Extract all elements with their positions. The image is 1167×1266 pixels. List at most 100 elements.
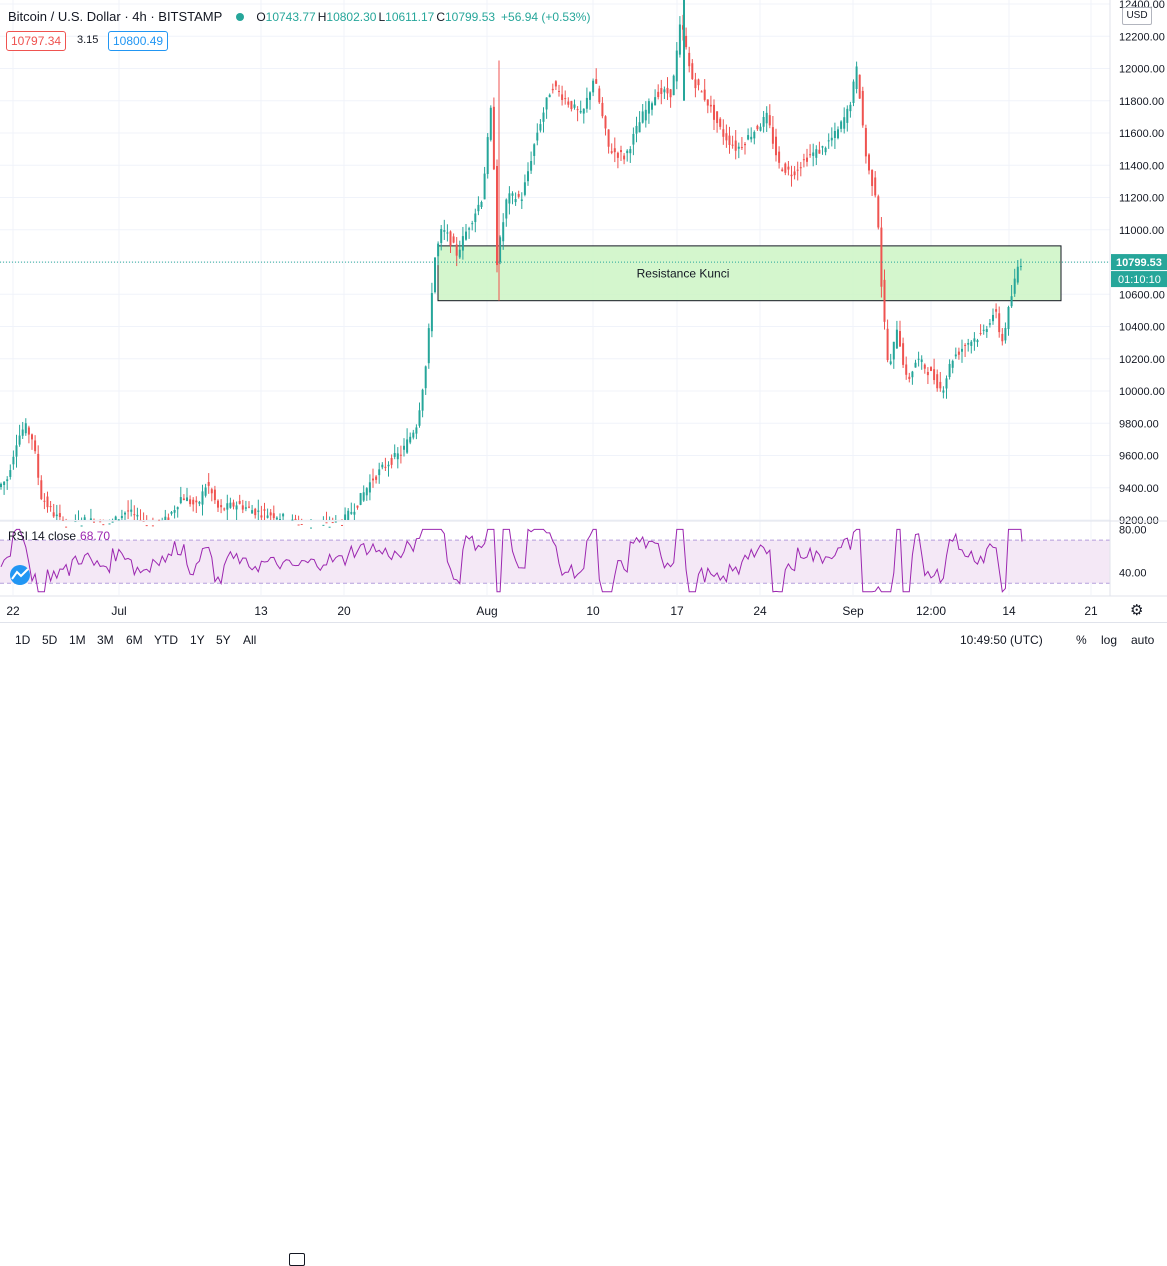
candle-body [644, 109, 647, 121]
rsi-legend[interactable]: RSI 14 close 68.70 [8, 529, 110, 543]
candle-body [201, 491, 204, 505]
candle-body [359, 493, 362, 505]
candle-body [942, 390, 945, 393]
range-all-button[interactable]: All [243, 633, 257, 647]
range-ytd-button[interactable]: YTD [154, 633, 178, 647]
candle-body [567, 101, 570, 105]
candle-body [973, 338, 976, 342]
range-6m-button[interactable]: 6M [126, 633, 143, 647]
candle-body [930, 367, 932, 371]
percent-scale-button[interactable]: % [1076, 633, 1087, 647]
time-tick-label: Sep [842, 604, 864, 618]
candle-body [908, 376, 911, 380]
candle-body [49, 506, 52, 508]
candle-body [905, 364, 908, 375]
settings-gear-icon[interactable]: ⚙ [1130, 602, 1144, 619]
candle-body [65, 526, 68, 528]
candle-body [970, 341, 973, 346]
candle-body [6, 479, 9, 482]
candle-body [344, 514, 347, 520]
range-5y-button[interactable]: 5Y [216, 633, 231, 647]
candle-body [864, 128, 867, 157]
candle-body [861, 90, 864, 126]
candle-body [821, 146, 824, 148]
candle-body [393, 453, 396, 457]
candle-body [151, 525, 154, 527]
candle-body [939, 381, 942, 389]
candle-body [877, 196, 880, 228]
candle-body [880, 227, 883, 287]
range-1m-button[interactable]: 1M [69, 633, 86, 647]
candle-body [902, 343, 905, 365]
currency-button[interactable]: USD [1122, 7, 1152, 25]
high-label: H [317, 9, 327, 24]
candle-body [341, 524, 343, 526]
candle-body [672, 75, 675, 96]
auto-scale-button[interactable]: auto [1131, 633, 1155, 647]
log-scale-button[interactable]: log [1101, 633, 1118, 647]
chart-canvas[interactable]: Resistance Kunci 9200.009400.009600.0098… [0, 0, 1167, 622]
candle-body [505, 199, 508, 219]
candle-body [979, 332, 982, 334]
candle-body [716, 111, 719, 124]
candle-body [421, 389, 424, 411]
candle-body [108, 523, 111, 525]
candle-body [833, 130, 836, 138]
candle-body [651, 103, 653, 110]
price-tick-label: 11400.00 [1119, 160, 1164, 172]
candle-body [427, 328, 430, 364]
candle-body [874, 177, 877, 196]
candle-body [548, 94, 551, 98]
candle-body [830, 137, 833, 141]
candle-body [356, 505, 359, 508]
candle-body [399, 454, 402, 456]
candle-body [117, 519, 120, 521]
range-3m-button[interactable]: 3M [97, 633, 114, 647]
candle-body [1016, 266, 1019, 283]
candle-body [632, 133, 635, 145]
candle-body [331, 522, 334, 524]
candle-body [579, 110, 582, 113]
candle-body [173, 509, 176, 513]
candle-body [638, 122, 641, 133]
candle-body [291, 519, 294, 521]
change-value: +56.94 (+0.53%) [501, 9, 591, 24]
candle-body [198, 501, 201, 504]
time-tick-label: 12:00 [916, 604, 946, 618]
candle-body [812, 152, 815, 156]
candle-body [589, 92, 591, 100]
candle-body [1004, 327, 1007, 341]
symbol-title[interactable]: Bitcoin / U.S. Dollar · 4h · BITSTAMP [8, 9, 223, 24]
candle-body [406, 439, 409, 453]
candle-body [598, 88, 601, 103]
open-value: 10743.77 [265, 9, 316, 24]
goto-date-calendar-icon[interactable] [289, 1253, 305, 1266]
candle-body [468, 228, 471, 230]
candle-body [300, 523, 303, 525]
candle-body [279, 519, 281, 521]
buy-button[interactable]: 10800.49 [108, 31, 169, 51]
candle-body [954, 354, 957, 357]
sell-button[interactable]: 10797.34 [6, 31, 67, 51]
candle-body [982, 329, 985, 331]
candle-body [455, 244, 458, 256]
candle-body [396, 453, 399, 460]
range-1d-button[interactable]: 1D [15, 633, 31, 647]
candle-body [740, 147, 743, 149]
range-1y-button[interactable]: 1Y [190, 633, 205, 647]
candle-body [806, 157, 808, 162]
candle-body [886, 328, 889, 361]
clock-time[interactable]: 10:49:50 (UTC) [960, 633, 1043, 647]
candle-body [737, 146, 740, 149]
candle-body [517, 193, 520, 197]
candle-body [1001, 333, 1004, 342]
countdown-badge [1111, 271, 1167, 288]
candle-body [353, 511, 356, 515]
candle-body [635, 125, 638, 134]
resistance-zone-label: Resistance Kunci [637, 266, 730, 280]
candle-body [809, 154, 812, 156]
candle-body [663, 89, 666, 93]
candle-body [895, 329, 898, 349]
range-5d-button[interactable]: 5D [42, 633, 58, 647]
candle-body [558, 90, 560, 92]
